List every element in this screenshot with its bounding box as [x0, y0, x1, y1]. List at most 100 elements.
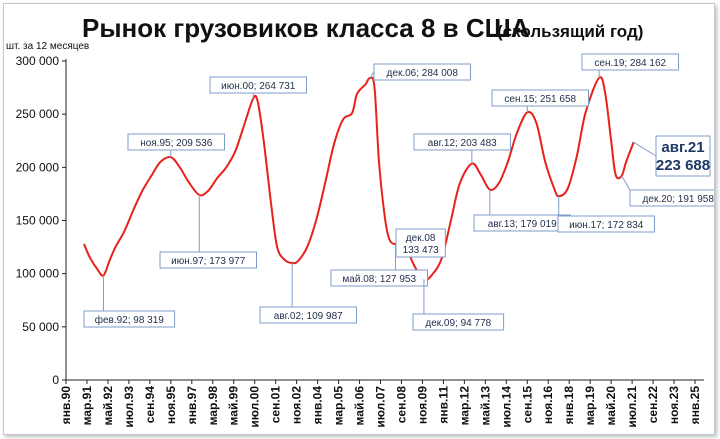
last-value-date: авг.21: [661, 139, 704, 156]
x-tick-label: июл.00: [248, 386, 262, 428]
y-tick-label: 100 000: [16, 267, 60, 281]
annotation-label: дек.08: [406, 233, 436, 244]
x-tick-label: сен.94: [143, 386, 157, 424]
annotation-label: дек.06; 284 008: [387, 68, 459, 79]
annotation-label: дек.20; 191 958: [643, 194, 714, 205]
annotation-label: дек.09; 94 778: [425, 318, 491, 329]
x-tick-label: янв.25: [688, 386, 702, 425]
annotation-callout: авг.02; 109 987: [259, 263, 357, 324]
annotation-leader: [369, 71, 375, 79]
x-tick-label: мар.12: [457, 386, 471, 426]
annotation-label: июн.97; 173 977: [171, 256, 246, 267]
y-tick-label: 200 000: [16, 160, 60, 174]
annotation-label: авг.12; 203 483: [428, 138, 497, 149]
annotation-box: [373, 63, 471, 81]
y-tick-label: 50 000: [22, 320, 59, 334]
x-tick-label: сен.15: [520, 386, 534, 424]
x-tick-label: мар.98: [206, 386, 220, 426]
x-tick-labels: янв.90 мар.91 май.92 июл.93 сен.94 ноя.95 янв.…: [59, 380, 702, 428]
chart-subtitle: (скользящий год): [497, 22, 643, 41]
chart-svg: Рынок грузовиков класса 8 в США (скользя…: [6, 13, 714, 428]
y-tick-label: 150 000: [16, 214, 60, 228]
x-tick-label: июл.93: [122, 386, 136, 428]
x-tick-label: май.99: [227, 386, 241, 426]
annotation-label: авг.13; 179 019: [488, 219, 557, 230]
annotation-box: [159, 251, 257, 269]
annotation-label: июн.17; 172 834: [569, 220, 644, 231]
annotation-box: [413, 133, 511, 151]
annotation-label: сен.15; 251 658: [504, 94, 576, 105]
x-tick-label: июл.07: [374, 386, 388, 428]
annotation-callout: сен.19; 284 162: [581, 53, 679, 78]
annotation-box: [330, 269, 428, 287]
annotation-label: фев.92; 98 319: [95, 314, 165, 326]
annotation-label: сен.19; 284 162: [594, 58, 666, 69]
x-tick-label: сен.01: [269, 386, 283, 424]
x-tick-label: мар.05: [332, 386, 346, 426]
annotation-box: [127, 133, 225, 151]
y-tick-label: 300 000: [16, 54, 60, 68]
series-line: [83, 76, 635, 281]
x-tick-label: янв.04: [311, 386, 325, 425]
annotation-label: авг.02; 109 987: [274, 311, 343, 322]
annotation-label: ноя.95; 209 536: [140, 138, 213, 149]
annotation-callout: июн.97; 173 977: [159, 195, 257, 269]
annotation-callout: дек.20; 191 958: [621, 175, 714, 207]
annotation-label: 133 473: [403, 245, 440, 256]
annotation-leader: [621, 175, 631, 191]
y-axis-label: шт. за 12 месяцев: [6, 41, 89, 52]
last-value-leader: [633, 141, 657, 157]
chart-frame: Рынок грузовиков класса 8 в США (скользя…: [3, 3, 715, 435]
annotation-callout: июн.00; 264 731: [209, 76, 307, 99]
y-tick-labels: 0 50 000 100 000 150 000 200 000 250 000 300 0…: [16, 54, 66, 387]
annotation-box: [412, 313, 505, 331]
x-tick-label: мар.19: [583, 386, 597, 426]
annotation-callout: май.08; 127 953: [330, 243, 428, 287]
annotation-box: [259, 306, 357, 324]
annotation-box: [395, 228, 446, 258]
annotation-callout: дек.09; 94 778: [412, 279, 505, 331]
x-tick-label: ноя.95: [164, 386, 178, 424]
x-tick-label: янв.97: [185, 386, 199, 425]
annotation-box: [557, 215, 655, 233]
y-tick-label: 0: [52, 373, 59, 387]
x-tick-label: ноя.09: [415, 386, 429, 424]
x-tick-label: янв.90: [59, 386, 73, 425]
annotation-label: июн.00; 264 731: [221, 81, 296, 92]
x-tick-label: май.92: [101, 386, 115, 426]
annotation-callout: дек.06; 284 008: [369, 63, 471, 81]
annotation-callout: фев.92; 98 319: [83, 275, 176, 328]
annotation-box: [629, 189, 714, 207]
annotation-callout: сен.15; 251 658: [491, 89, 589, 113]
x-tick-label: сен.08: [394, 386, 408, 424]
x-tick-label: ноя.02: [290, 386, 304, 424]
x-tick-label: май.13: [478, 386, 492, 426]
annotation-layer: фев.92; 98 319 ноя.95; 209 536 июн.97; 173…: [83, 53, 714, 331]
last-value-number: 223 688: [656, 157, 710, 174]
x-tick-label: мар.91: [80, 386, 94, 426]
annotation-box: [491, 89, 589, 107]
x-tick-label: янв.18: [562, 386, 576, 425]
annotation-box: [209, 76, 307, 94]
annotation-box: [83, 310, 176, 328]
annotation-callout: июн.17; 172 834: [557, 196, 655, 233]
chart-title: Рынок грузовиков класса 8 в США: [82, 13, 530, 43]
x-tick-label: май.20: [604, 386, 618, 426]
annotation-callout: ноя.95; 209 536: [127, 133, 225, 158]
series-layer: [83, 76, 635, 281]
annotation-label: май.08; 127 953: [342, 274, 416, 285]
x-tick-label: ноя.16: [541, 386, 555, 424]
x-tick-label: ноя.23: [667, 386, 681, 424]
x-tick-label: сен.22: [646, 386, 660, 424]
annotation-callout: авг.12; 203 483: [413, 133, 511, 164]
x-tick-label: май.06: [353, 386, 367, 426]
y-tick-label: 250 000: [16, 107, 60, 121]
x-tick-label: июл.21: [625, 386, 639, 428]
annotation-callout: авг.13; 179 019: [473, 189, 571, 232]
annotation-box: [581, 53, 679, 71]
last-value-box: [655, 135, 711, 177]
x-tick-label: июл.14: [499, 386, 513, 428]
x-tick-label: янв.11: [436, 386, 450, 424]
